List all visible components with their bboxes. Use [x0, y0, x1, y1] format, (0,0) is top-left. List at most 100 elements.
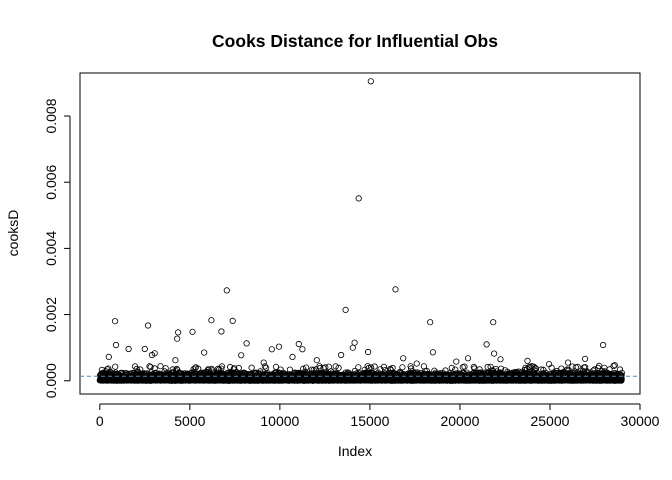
data-point [448, 364, 455, 371]
data-point [218, 363, 226, 370]
data-point [105, 353, 112, 360]
data-point [157, 363, 164, 370]
data-point [569, 363, 576, 370]
data-point [112, 341, 120, 349]
data-point [392, 286, 399, 293]
data-point [618, 369, 625, 376]
data-point [581, 355, 589, 362]
data-point [355, 195, 362, 202]
data-point [141, 345, 148, 353]
data-point [208, 317, 215, 324]
data-point [545, 361, 553, 368]
data-point [275, 343, 283, 350]
data-point [174, 335, 181, 342]
data-point [173, 365, 180, 373]
data-point [574, 363, 581, 370]
data-point [349, 344, 356, 351]
x-tick-label: 20000 [440, 413, 479, 429]
data-point [453, 358, 460, 365]
data-point [189, 328, 196, 335]
y-tick-label: 0.006 [43, 164, 59, 199]
data-point [413, 360, 420, 367]
data-point [399, 364, 406, 371]
x-axis-label: Index [338, 443, 372, 459]
data-point [484, 363, 491, 371]
data-point [591, 366, 598, 373]
data-point [464, 355, 472, 362]
data-point [272, 363, 280, 370]
data-point [289, 353, 296, 360]
data-point [335, 364, 342, 371]
data-point [611, 362, 618, 369]
data-point [205, 366, 212, 373]
data-point [145, 322, 152, 329]
plot-frame [79, 72, 641, 395]
data-point [367, 78, 374, 85]
data-point [299, 346, 306, 353]
data-point [483, 341, 490, 348]
data-point [524, 357, 531, 364]
data-point [243, 340, 250, 347]
data-point [400, 355, 407, 362]
data-points [96, 78, 625, 384]
data-point [427, 319, 434, 326]
data-point [389, 364, 396, 372]
data-point [599, 341, 607, 349]
data-point [610, 362, 617, 370]
data-point [112, 363, 119, 370]
data-point [337, 351, 345, 359]
data-point [146, 363, 153, 370]
data-point [332, 363, 339, 370]
x-tick-label: 15000 [350, 413, 389, 429]
data-point [261, 363, 268, 370]
y-axis: 0.000 0.002 0.004 0.006 0.008 [43, 98, 71, 398]
data-point [342, 306, 349, 313]
data-point [618, 372, 625, 379]
data-point [268, 346, 275, 353]
y-tick-label: 0.000 [43, 363, 59, 398]
x-axis: 0 5000 10000 15000 20000 25000 30000 [96, 403, 660, 429]
data-point [229, 317, 236, 324]
data-point [380, 363, 387, 370]
data-point [364, 363, 371, 370]
data-point [235, 364, 242, 372]
data-point [313, 357, 320, 364]
data-point [151, 365, 158, 372]
y-tick-label: 0.008 [43, 98, 59, 133]
y-tick-label: 0.004 [43, 231, 59, 266]
data-point [490, 319, 497, 326]
data-point [223, 287, 230, 294]
data-point [169, 366, 176, 373]
data-point [351, 339, 358, 346]
data-point [302, 364, 310, 371]
data-point [151, 350, 158, 357]
x-tick-label: 25000 [530, 413, 569, 429]
data-point [218, 365, 225, 372]
data-point [532, 364, 539, 372]
data-point [248, 364, 255, 371]
data-point [365, 364, 372, 372]
data-point [371, 363, 378, 370]
data-point [112, 318, 119, 325]
data-point [201, 349, 208, 356]
x-tick-label: 5000 [174, 413, 205, 429]
data-point [595, 362, 603, 369]
chart-title: Cooks Distance for Influential Obs [212, 31, 498, 51]
x-tick-label: 0 [96, 413, 104, 429]
data-point [364, 348, 372, 356]
data-point [218, 328, 225, 335]
y-axis-label: cooksD [5, 210, 21, 257]
data-point [260, 359, 267, 366]
x-tick-label: 10000 [260, 413, 299, 429]
y-tick-label: 0.002 [43, 297, 59, 332]
data-point [564, 359, 572, 366]
data-point [355, 364, 362, 371]
data-point [172, 357, 179, 364]
data-point [429, 349, 436, 356]
data-point [423, 367, 430, 374]
data-point [497, 356, 504, 363]
data-point [295, 340, 302, 348]
data-point [125, 345, 132, 353]
